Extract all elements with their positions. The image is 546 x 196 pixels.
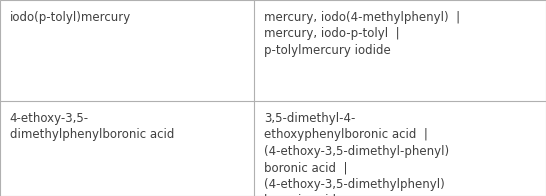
Text: 4-ethoxy-3,5-
dimethylphenylboronic acid: 4-ethoxy-3,5- dimethylphenylboronic acid (10, 112, 174, 141)
Text: mercury, iodo(4-methylphenyl)  |
mercury, iodo-p-tolyl  |
p-tolylmercury iodide: mercury, iodo(4-methylphenyl) | mercury,… (264, 11, 460, 57)
Text: iodo(p-tolyl)mercury: iodo(p-tolyl)mercury (10, 11, 131, 24)
Text: 3,5-dimethyl-4-
ethoxyphenylboronic acid  |
(4-ethoxy-3,5-dimethyl-phenyl)
boron: 3,5-dimethyl-4- ethoxyphenylboronic acid… (264, 112, 449, 196)
